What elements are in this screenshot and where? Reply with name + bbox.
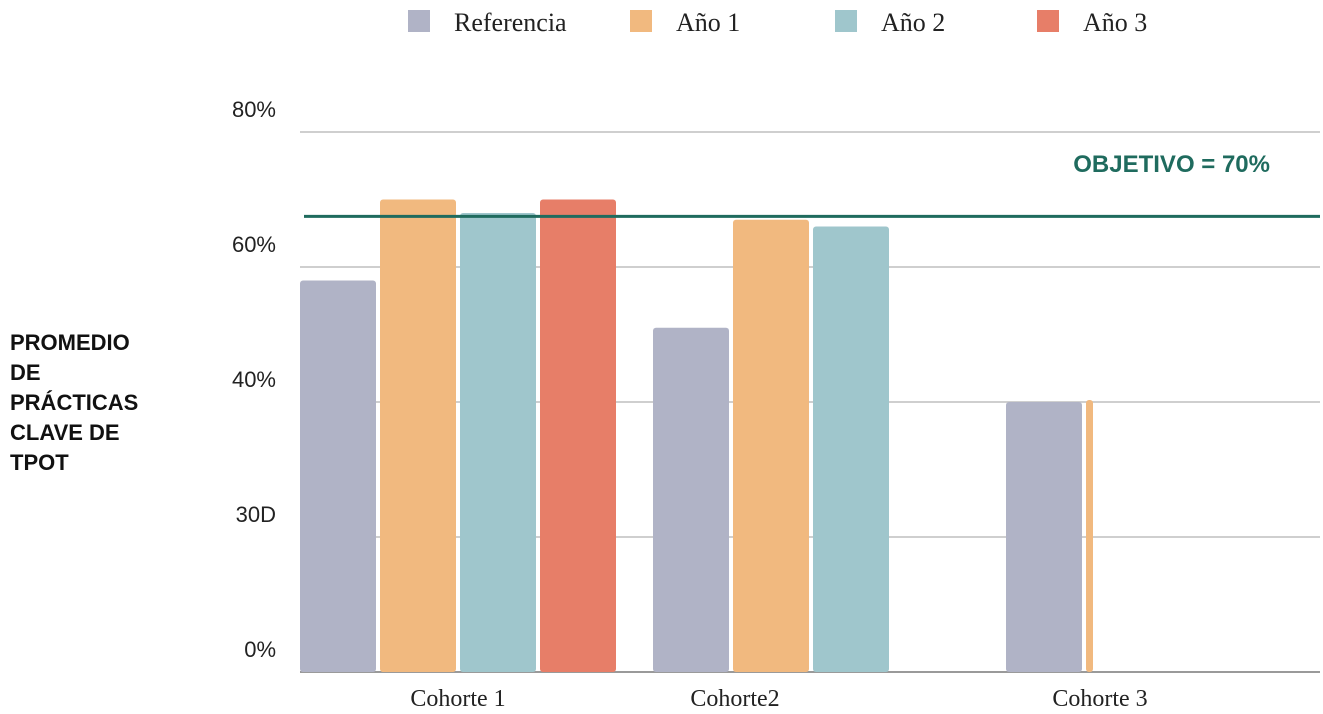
legend-label: Año 1	[676, 8, 740, 37]
y-axis-label-line: PRÁCTICAS	[10, 390, 138, 415]
bar-año-3-1	[540, 199, 616, 672]
y-tick-label: 80%	[232, 97, 276, 122]
y-axis-label: PROMEDIO DE PRÁCTICAS CLAVE DE TPOT	[10, 330, 138, 475]
x-category-label: Cohorte 1	[410, 686, 505, 712]
bar-referencia-1	[300, 280, 376, 672]
y-tick-label: 60%	[232, 232, 276, 257]
y-axis-label-line: DE	[10, 360, 41, 385]
bar-año-1-3	[1086, 399, 1093, 672]
legend-swatch	[630, 10, 652, 32]
y-tick-label: 40%	[232, 367, 276, 392]
target-label: OBJETIVO = 70%	[1073, 151, 1270, 178]
y-tick-label: 0%	[244, 637, 276, 662]
legend: Referencia Año 1 Año 2 Año 3	[408, 8, 1147, 37]
bar-año-2-1	[460, 213, 536, 672]
bar-año-2-2	[813, 226, 889, 672]
x-category-label: Cohorte 3	[1052, 686, 1147, 712]
y-ticks: 0% 30D 40% 60% 80%	[232, 97, 276, 662]
legend-label: Año 2	[881, 8, 945, 37]
legend-swatch	[408, 10, 430, 32]
legend-swatch	[835, 10, 857, 32]
legend-label: Año 3	[1083, 8, 1147, 37]
bars	[300, 199, 1093, 672]
y-tick-label: 30D	[236, 502, 276, 527]
x-categories: Cohorte 1 Cohorte2 Cohorte 3	[410, 686, 1147, 712]
bar-año-1-1	[380, 199, 456, 672]
bar-referencia-3	[1006, 402, 1082, 672]
y-axis-label-line: TPOT	[10, 450, 69, 475]
y-axis-label-line: PROMEDIO	[10, 330, 130, 355]
bar-año-1-2	[733, 219, 809, 672]
legend-swatch	[1037, 10, 1059, 32]
x-category-label: Cohorte2	[690, 686, 779, 712]
target-line-group: OBJETIVO = 70%	[304, 151, 1320, 218]
y-axis-label-line: CLAVE DE	[10, 420, 120, 445]
legend-label: Referencia	[454, 8, 567, 37]
bar-referencia-2	[653, 327, 729, 672]
